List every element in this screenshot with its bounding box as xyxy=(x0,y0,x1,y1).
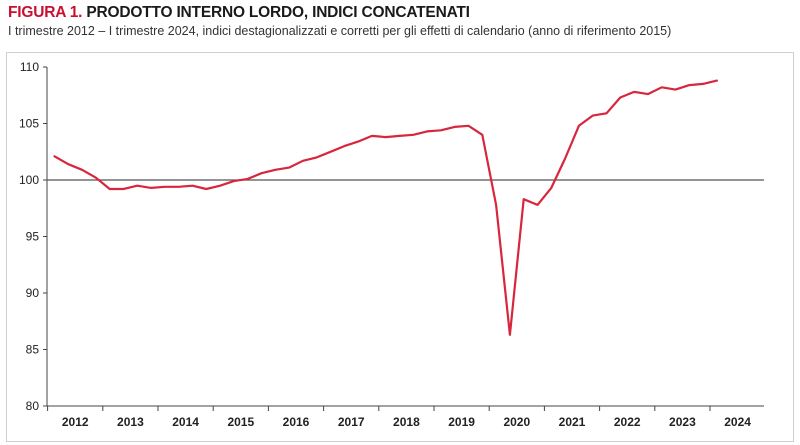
data-point xyxy=(95,177,97,179)
figure-subtitle: I trimestre 2012 – I trimestre 2024, ind… xyxy=(8,24,672,38)
data-point xyxy=(81,169,83,171)
data-point xyxy=(247,178,249,180)
data-point xyxy=(178,186,180,188)
data-point xyxy=(398,135,400,137)
data-point xyxy=(661,86,663,88)
data-point xyxy=(467,125,469,127)
chart-frame: 80 85 90 95 100 105 110 2012 2013 2014 2015 2016 201… xyxy=(6,52,794,442)
data-point xyxy=(605,112,607,114)
y-tick-label: 105 xyxy=(19,117,39,131)
y-tick-label: 85 xyxy=(26,343,40,357)
gdp-line-chart: 80 85 90 95 100 105 110 2012 2013 2014 2015 2016 201… xyxy=(19,60,764,429)
data-point xyxy=(219,185,221,187)
data-point xyxy=(647,93,649,95)
data-point xyxy=(578,125,580,127)
x-tick-label: 2019 xyxy=(448,415,475,429)
data-point xyxy=(633,91,635,93)
data-point xyxy=(702,83,704,85)
data-point xyxy=(233,180,235,182)
gdp-series-line xyxy=(53,79,719,336)
data-point xyxy=(536,204,538,206)
y-tick-label: 110 xyxy=(20,60,39,74)
x-tick-label: 2012 xyxy=(62,415,89,429)
data-point xyxy=(67,163,69,165)
y-tick-label: 100 xyxy=(19,173,39,187)
figure-label: FIGURA 1. xyxy=(8,4,83,21)
data-point xyxy=(357,140,359,142)
figure-title-text: PRODOTTO INTERNO LORDO, INDICI CONCATENA… xyxy=(82,4,470,21)
data-point xyxy=(674,88,676,90)
data-point xyxy=(481,134,483,136)
y-tick-label: 80 xyxy=(26,399,40,413)
data-point xyxy=(122,188,124,190)
y-tick-label: 95 xyxy=(26,230,40,244)
data-point xyxy=(412,134,414,136)
x-tick-label: 2015 xyxy=(227,415,254,429)
data-point xyxy=(150,187,152,189)
x-tick-label: 2023 xyxy=(669,415,696,429)
data-point xyxy=(523,198,525,200)
data-point xyxy=(109,188,111,190)
x-tick-label: 2024 xyxy=(724,415,751,429)
data-point xyxy=(164,186,166,188)
data-point xyxy=(274,169,276,171)
x-tick-label: 2017 xyxy=(338,415,365,429)
data-point xyxy=(619,96,621,98)
data-point xyxy=(329,151,331,153)
data-point xyxy=(564,157,566,159)
data-point xyxy=(716,79,718,81)
data-point xyxy=(509,334,511,336)
data-point xyxy=(440,129,442,131)
data-point xyxy=(205,188,207,190)
figure-title: FIGURA 1. PRODOTTO INTERNO LORDO, INDICI… xyxy=(8,4,470,22)
x-tick-label: 2014 xyxy=(172,415,199,429)
data-point xyxy=(550,187,552,189)
data-point xyxy=(260,172,262,174)
data-point xyxy=(316,156,318,158)
data-point xyxy=(426,130,428,132)
y-tick-label: 90 xyxy=(26,286,40,300)
data-point xyxy=(688,84,690,86)
data-point xyxy=(454,126,456,128)
data-point xyxy=(288,166,290,168)
data-point xyxy=(191,185,193,187)
data-point xyxy=(371,135,373,137)
data-point xyxy=(592,114,594,116)
x-tick-label: 2021 xyxy=(559,415,586,429)
x-tick-label: 2013 xyxy=(117,415,144,429)
data-point xyxy=(136,185,138,187)
x-tick-label: 2016 xyxy=(283,415,310,429)
data-point xyxy=(53,155,55,157)
x-tick-label: 2018 xyxy=(393,415,420,429)
x-tick-label: 2022 xyxy=(614,415,641,429)
data-point xyxy=(302,160,304,162)
data-point xyxy=(385,136,387,138)
data-point xyxy=(343,145,345,147)
x-tick-label: 2020 xyxy=(503,415,530,429)
data-point xyxy=(495,204,497,206)
